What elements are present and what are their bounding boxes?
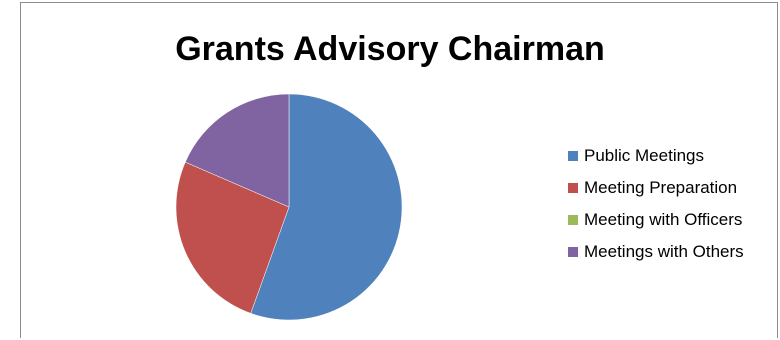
chart-frame-left xyxy=(20,2,21,338)
pie-slice-meetings-with-others xyxy=(184,93,290,208)
legend-label-meetings-with-others: Meetings with Others xyxy=(584,242,744,261)
legend-swatch-meeting-with-officers xyxy=(568,215,578,225)
legend-item-meeting-with-officers: Meeting with Officers xyxy=(568,204,744,236)
legend-item-public-meetings: Public Meetings xyxy=(568,140,744,172)
chart-frame-right xyxy=(777,2,778,338)
chart-frame-top xyxy=(20,2,778,3)
legend-label-public-meetings: Public Meetings xyxy=(584,146,705,165)
legend-swatch-meeting-preparation xyxy=(568,183,578,193)
pie-slice-meeting-preparation xyxy=(175,161,290,314)
legend: Public Meetings Meeting Preparation Meet… xyxy=(568,140,744,268)
legend-swatch-meetings-with-others xyxy=(568,247,578,257)
pie-slice-public-meetings xyxy=(250,93,403,321)
legend-item-meetings-with-others: Meetings with Others xyxy=(568,236,744,268)
legend-label-meeting-with-officers: Meeting with Officers xyxy=(584,210,743,229)
legend-swatch-public-meetings xyxy=(568,151,578,161)
legend-item-meeting-preparation: Meeting Preparation xyxy=(568,172,744,204)
legend-label-meeting-preparation: Meeting Preparation xyxy=(584,178,738,197)
chart-title: Grants Advisory Chairman xyxy=(175,30,605,68)
